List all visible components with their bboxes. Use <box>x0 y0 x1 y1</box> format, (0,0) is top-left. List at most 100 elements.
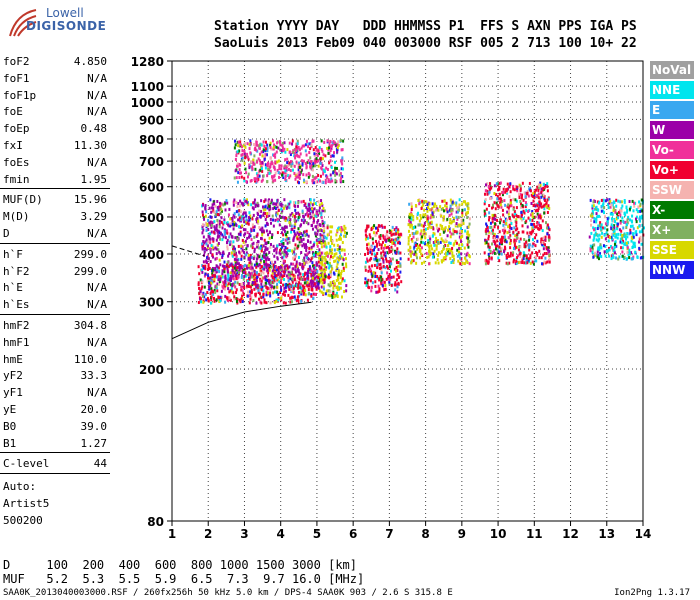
echo-point <box>202 215 205 219</box>
echo-point <box>237 271 240 275</box>
echo-point <box>212 206 215 210</box>
echo-point <box>250 255 253 259</box>
echo-point <box>602 198 605 202</box>
echo-point <box>297 290 300 294</box>
echo-point <box>204 264 207 268</box>
echo-point <box>242 211 245 215</box>
echo-point <box>610 217 613 221</box>
echo-point <box>593 228 596 232</box>
echo-point <box>519 216 522 220</box>
echo-point <box>369 248 372 252</box>
echo-point <box>462 218 465 222</box>
echo-point <box>315 263 318 267</box>
echo-point <box>433 202 436 206</box>
echo-point <box>214 228 217 232</box>
echo-point <box>279 252 282 256</box>
echo-point <box>260 236 263 240</box>
echo-point <box>426 207 429 211</box>
echo-point <box>538 200 541 204</box>
echo-point <box>204 272 207 276</box>
echo-point <box>458 229 461 233</box>
echo-point <box>453 257 456 261</box>
echo-point <box>293 218 296 222</box>
echo-point <box>246 294 249 298</box>
echo-point <box>444 244 447 248</box>
echo-point <box>230 234 233 238</box>
echo-point <box>442 228 445 232</box>
echo-point <box>225 263 228 267</box>
echo-point <box>370 289 373 293</box>
echo-point <box>602 203 605 207</box>
echo-point <box>504 203 507 207</box>
echo-point <box>267 291 270 295</box>
echo-point <box>332 292 335 296</box>
echo-point <box>291 295 294 299</box>
echo-point <box>327 275 330 279</box>
echo-point <box>330 264 333 268</box>
echo-point <box>444 204 447 208</box>
echo-point <box>591 243 594 247</box>
echo-point <box>490 231 493 235</box>
echo-point <box>412 259 415 263</box>
echo-point <box>342 258 345 262</box>
echo-point <box>227 213 230 217</box>
echo-point <box>391 241 394 245</box>
echo-point <box>375 242 378 246</box>
echo-point <box>283 147 286 151</box>
echo-point <box>210 244 213 248</box>
echo-point <box>293 252 296 256</box>
echo-point <box>209 276 212 280</box>
param-value: 20.0 <box>80 403 108 416</box>
echo-point <box>366 246 369 250</box>
echo-point <box>511 253 514 257</box>
echo-point <box>419 214 422 218</box>
echo-point <box>594 253 597 257</box>
echo-point <box>245 198 248 202</box>
echo-point <box>267 271 270 275</box>
echo-point <box>323 140 326 144</box>
echo-point <box>531 194 534 198</box>
echo-point <box>322 172 325 176</box>
echo-point <box>407 248 410 252</box>
echo-point <box>216 206 219 210</box>
echo-point <box>371 281 374 285</box>
echo-point <box>238 204 241 208</box>
echo-point <box>336 295 339 299</box>
echo-point <box>390 262 393 266</box>
echo-point <box>501 199 504 203</box>
echo-point <box>390 275 393 279</box>
echo-point <box>514 245 517 249</box>
echo-point <box>310 288 313 292</box>
echo-point <box>544 261 547 265</box>
echo-point <box>233 220 236 224</box>
echo-point <box>308 173 311 177</box>
echo-point <box>239 171 242 175</box>
echo-point <box>543 237 546 241</box>
echo-point <box>227 282 230 286</box>
echo-point <box>377 284 380 288</box>
echo-point <box>395 250 398 254</box>
echo-point <box>505 240 508 244</box>
echo-point <box>257 221 260 225</box>
echo-point <box>286 274 289 278</box>
echo-point <box>619 219 622 223</box>
echo-point <box>212 200 215 204</box>
echo-point <box>229 232 232 236</box>
echo-point <box>617 214 620 218</box>
echo-point <box>314 214 317 218</box>
echo-point <box>233 295 236 299</box>
echo-point <box>246 155 249 159</box>
echo-point <box>247 284 250 288</box>
echo-point <box>205 248 208 252</box>
echo-point <box>259 227 262 231</box>
echo-point <box>264 211 267 215</box>
echo-point <box>282 270 285 274</box>
echo-point <box>615 204 618 208</box>
echo-point <box>589 244 592 248</box>
echo-point <box>389 259 392 263</box>
echo-point <box>497 205 500 209</box>
echo-point <box>288 215 291 219</box>
echo-point <box>269 291 272 295</box>
echo-point <box>517 215 520 219</box>
echo-point <box>617 232 620 236</box>
